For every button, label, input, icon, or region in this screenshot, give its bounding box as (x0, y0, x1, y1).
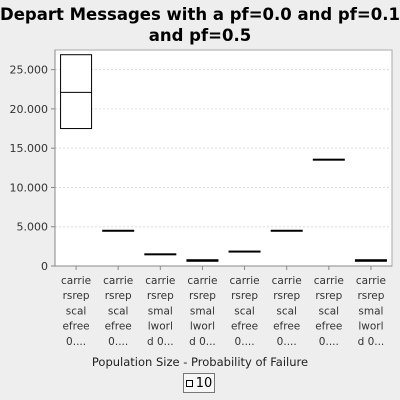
legend-swatch (185, 379, 193, 387)
x-tick-label: carrie rsrep scal efree 0.... (230, 275, 260, 348)
chart-title-line-2: and pf=0.5 (148, 26, 252, 45)
chart-title-line-1: Depart Messages with a pf=0.0 and pf=0.1 (0, 5, 400, 24)
legend-label: 10 (195, 375, 213, 391)
x-tick-label: carrie rsrep scal efree 0.... (272, 275, 302, 348)
x-tick-label: carrie rsrep smal lworl d 0... (356, 275, 386, 348)
legend: 10 (183, 373, 215, 393)
y-tick-label: 25.000 (10, 64, 49, 77)
y-axis: 0 5.000 10.000 15.000 20.000 25.000 (10, 50, 56, 273)
x-axis-label: Population Size - Probability of Failure (91, 355, 309, 369)
x-tick-label: carrie rsrep smal lworl d 0... (145, 275, 175, 348)
y-tick-label: 5.000 (17, 221, 49, 234)
x-tick-label: carrie rsrep scal efree 0.... (314, 275, 344, 348)
boxes (60, 54, 387, 262)
x-axis: carrie rsrep scal efree 0.... carrie rsrep scal… (55, 265, 392, 348)
y-tick-label: 0 (41, 260, 48, 273)
chart-title: Depart Messages with a pf=0.0 and pf=0.1… (0, 4, 400, 46)
x-tick-label: carrie rsrep scal efree 0.... (103, 275, 133, 348)
x-tick-label: carrie rsrep smal lworl d 0... (187, 275, 217, 348)
y-tick-label: 10.000 (10, 181, 49, 194)
plot-area (54, 49, 393, 267)
x-tick-label: carrie rsrep scal efree 0.... (61, 275, 91, 348)
y-tick-label: 20.000 (10, 103, 49, 116)
box (60, 54, 93, 130)
y-tick-label: 15.000 (10, 142, 49, 155)
grid-lines (55, 69, 392, 228)
